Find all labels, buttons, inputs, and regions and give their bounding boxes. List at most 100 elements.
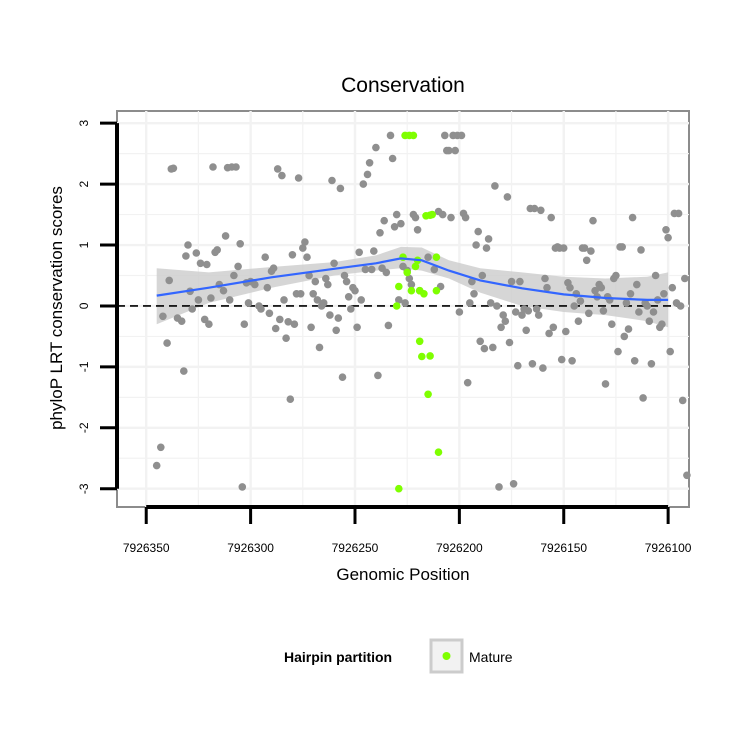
y-axis: -3 -2 -1 0 1 2 3 xyxy=(77,120,119,494)
point-mature xyxy=(418,352,426,361)
point-other xyxy=(347,305,355,313)
point-other xyxy=(361,265,370,274)
point-other xyxy=(441,131,449,140)
point-other xyxy=(330,259,338,268)
point-other xyxy=(497,323,505,332)
point-other xyxy=(541,274,549,283)
point-other xyxy=(230,271,238,280)
point-other xyxy=(388,154,397,163)
point-other xyxy=(597,283,606,292)
point-other xyxy=(639,394,647,402)
point-other xyxy=(315,343,324,352)
point-other xyxy=(455,308,464,316)
point-other xyxy=(251,280,259,289)
point-other xyxy=(649,308,658,316)
point-other xyxy=(278,171,286,180)
point-other xyxy=(474,227,483,236)
point-other xyxy=(549,323,558,332)
point-mature xyxy=(403,268,412,277)
point-other xyxy=(355,248,364,257)
point-other xyxy=(528,360,537,368)
point-other xyxy=(244,299,253,307)
point-other xyxy=(301,238,309,246)
point-other xyxy=(390,223,399,231)
data-points xyxy=(152,131,691,493)
point-other xyxy=(261,253,270,261)
point-other xyxy=(213,246,221,254)
point-other xyxy=(363,170,372,179)
point-other xyxy=(681,274,689,283)
point-other xyxy=(620,332,629,341)
point-other xyxy=(461,213,470,222)
chart-title: Conservation xyxy=(341,74,465,97)
point-other xyxy=(338,373,347,382)
point-other xyxy=(196,259,205,268)
point-other xyxy=(509,480,518,488)
x-axis: 7926350 7926300 7926250 7926200 7926150 79261… xyxy=(123,505,692,555)
point-other xyxy=(524,307,533,315)
point-other xyxy=(169,164,178,173)
y-tick-label: 0 xyxy=(77,302,91,309)
point-other xyxy=(157,443,165,452)
x-tick-label: 7926100 xyxy=(645,541,692,555)
point-other xyxy=(628,213,637,222)
point-other xyxy=(545,329,553,338)
point-other xyxy=(219,286,228,295)
point-other xyxy=(457,131,466,140)
point-other xyxy=(676,302,685,310)
point-other xyxy=(372,143,380,152)
point-other xyxy=(664,233,672,242)
point-mature xyxy=(432,253,441,261)
point-other xyxy=(152,461,161,470)
point-other xyxy=(599,307,608,315)
point-other xyxy=(263,283,272,292)
point-other xyxy=(651,271,660,280)
point-other xyxy=(576,297,585,305)
point-mature xyxy=(407,286,416,295)
point-other xyxy=(507,277,516,286)
point-other xyxy=(234,262,242,271)
point-mature xyxy=(415,337,424,346)
point-other xyxy=(177,317,186,326)
point-other xyxy=(438,210,447,219)
y-tick-label: -3 xyxy=(77,483,91,494)
point-other xyxy=(413,226,422,234)
point-other xyxy=(478,271,487,280)
point-other xyxy=(307,323,315,332)
point-other xyxy=(332,326,341,335)
x-tick-label: 7926250 xyxy=(332,541,379,555)
point-other xyxy=(514,361,522,370)
point-other xyxy=(482,244,491,252)
point-other xyxy=(305,271,313,280)
point-mature xyxy=(395,484,403,493)
point-other xyxy=(236,240,244,248)
point-other xyxy=(257,305,265,313)
point-other xyxy=(280,296,288,304)
point-other xyxy=(662,226,670,234)
point-other xyxy=(447,213,455,222)
point-other xyxy=(499,311,508,319)
point-other xyxy=(240,320,249,329)
point-other xyxy=(543,283,551,292)
point-other xyxy=(290,320,299,329)
point-other xyxy=(313,296,322,304)
point-other xyxy=(376,229,384,237)
point-other xyxy=(382,268,391,277)
point-other xyxy=(359,180,368,188)
point-other xyxy=(645,317,654,326)
point-other xyxy=(311,277,320,286)
y-tick-label: 3 xyxy=(77,120,91,127)
point-other xyxy=(286,395,295,404)
y-axis-label: phyloP LRT conservation scores xyxy=(47,186,66,430)
point-other xyxy=(643,302,651,310)
x-tick-label: 7926150 xyxy=(540,541,587,555)
legend-mature-marker xyxy=(442,652,451,660)
point-other xyxy=(505,338,514,347)
point-other xyxy=(674,209,683,218)
point-other xyxy=(288,251,297,259)
point-other xyxy=(180,367,188,375)
point-other xyxy=(618,243,626,251)
point-other xyxy=(493,302,501,310)
y-tick-label: -1 xyxy=(77,361,91,372)
point-other xyxy=(188,305,196,313)
